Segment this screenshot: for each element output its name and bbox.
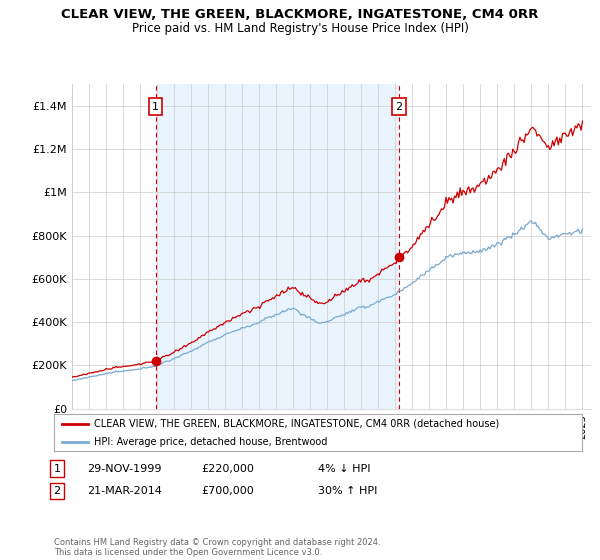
Text: 4% ↓ HPI: 4% ↓ HPI xyxy=(318,464,371,474)
Text: 30% ↑ HPI: 30% ↑ HPI xyxy=(318,486,377,496)
Text: 1: 1 xyxy=(53,464,61,474)
Text: CLEAR VIEW, THE GREEN, BLACKMORE, INGATESTONE, CM4 0RR (detached house): CLEAR VIEW, THE GREEN, BLACKMORE, INGATE… xyxy=(94,418,499,428)
Text: 21-MAR-2014: 21-MAR-2014 xyxy=(87,486,162,496)
Text: £220,000: £220,000 xyxy=(201,464,254,474)
Text: Contains HM Land Registry data © Crown copyright and database right 2024.
This d: Contains HM Land Registry data © Crown c… xyxy=(54,538,380,557)
Text: 1: 1 xyxy=(152,102,159,112)
Text: Price paid vs. HM Land Registry's House Price Index (HPI): Price paid vs. HM Land Registry's House … xyxy=(131,22,469,35)
Text: 2: 2 xyxy=(395,102,403,112)
Text: 2: 2 xyxy=(53,486,61,496)
Text: HPI: Average price, detached house, Brentwood: HPI: Average price, detached house, Bren… xyxy=(94,437,327,447)
Bar xyxy=(155,84,399,409)
Text: CLEAR VIEW, THE GREEN, BLACKMORE, INGATESTONE, CM4 0RR: CLEAR VIEW, THE GREEN, BLACKMORE, INGATE… xyxy=(61,8,539,21)
Text: £700,000: £700,000 xyxy=(201,486,254,496)
Text: 29-NOV-1999: 29-NOV-1999 xyxy=(87,464,161,474)
